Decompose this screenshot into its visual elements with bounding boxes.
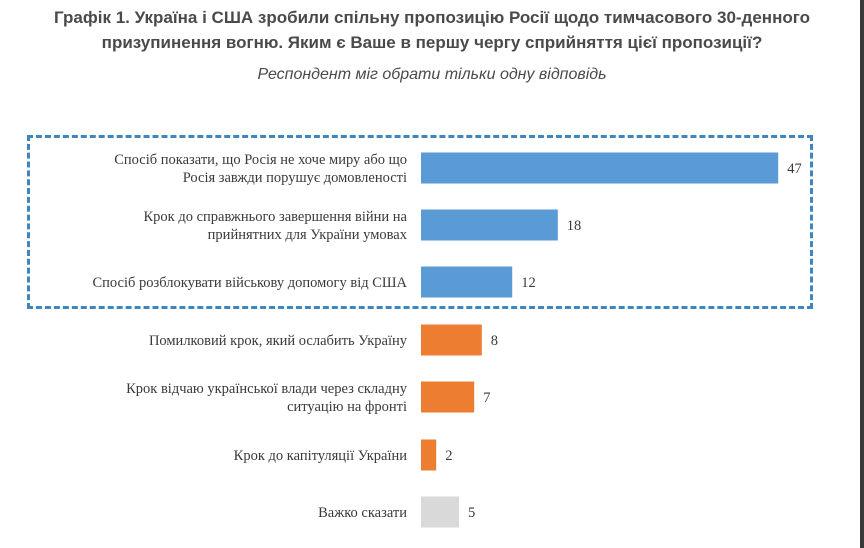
bar-2 <box>421 209 558 241</box>
category-label-line: Важко сказати <box>318 505 407 521</box>
chart-subtitle: Респондент міг обрати тільки одну відпов… <box>257 66 607 83</box>
value-label-6: 2 <box>445 448 452 464</box>
category-label-line: Крок до капітуляції України <box>234 448 408 464</box>
chart-title-line-1: Графік 1. Україна і США зробили спільну … <box>54 8 810 27</box>
highlight-dashed-box <box>27 135 813 309</box>
value-label-5: 7 <box>483 390 490 406</box>
chart-title-line-2: призупинення вогню. Яким є Ваше в першу … <box>101 33 763 52</box>
category-label-6: Крок до капітуляції України <box>234 448 408 464</box>
bar-5 <box>421 381 475 413</box>
category-label-7: Важко сказати <box>318 505 407 521</box>
value-label-4: 8 <box>491 333 498 349</box>
value-label-3: 12 <box>521 275 536 291</box>
category-label-line: Спосіб розблокувати військову допомогу в… <box>93 275 408 291</box>
value-label-1: 47 <box>787 161 802 177</box>
bar-1 <box>421 152 779 184</box>
bar-7 <box>421 496 459 528</box>
value-label-2: 18 <box>567 218 582 234</box>
category-label-line: прийнятних для України умовах <box>208 227 408 243</box>
category-label-line: Крок відчаю української влади через скла… <box>126 381 408 397</box>
category-label-3: Спосіб розблокувати військову допомогу в… <box>93 275 408 291</box>
category-label-line: Крок до справжнього завершення війни на <box>143 209 407 225</box>
category-label-line: Помилковий крок, який ослабить Україну <box>149 333 408 349</box>
category-label-line: ситуацію на фронті <box>287 399 407 415</box>
bar-3 <box>421 266 513 298</box>
category-label-line: Росія завжди порушує домовленості <box>183 170 407 186</box>
bar-6 <box>421 439 437 471</box>
chart-title: Графік 1. Україна і США зробили спільну … <box>0 5 864 55</box>
category-label-1: Спосіб показати, що Росія не хоче миру а… <box>114 152 407 186</box>
bar-4 <box>421 324 482 356</box>
category-label-5: Крок відчаю української влади через скла… <box>126 381 408 415</box>
category-label-2: Крок до справжнього завершення війни на п… <box>143 209 407 243</box>
window-frame-edge <box>860 0 864 548</box>
category-label-4: Помилковий крок, який ослабить Україну <box>149 333 408 349</box>
value-label-7: 5 <box>468 505 475 521</box>
category-label-line: Спосіб показати, що Росія не хоче миру а… <box>114 152 407 168</box>
